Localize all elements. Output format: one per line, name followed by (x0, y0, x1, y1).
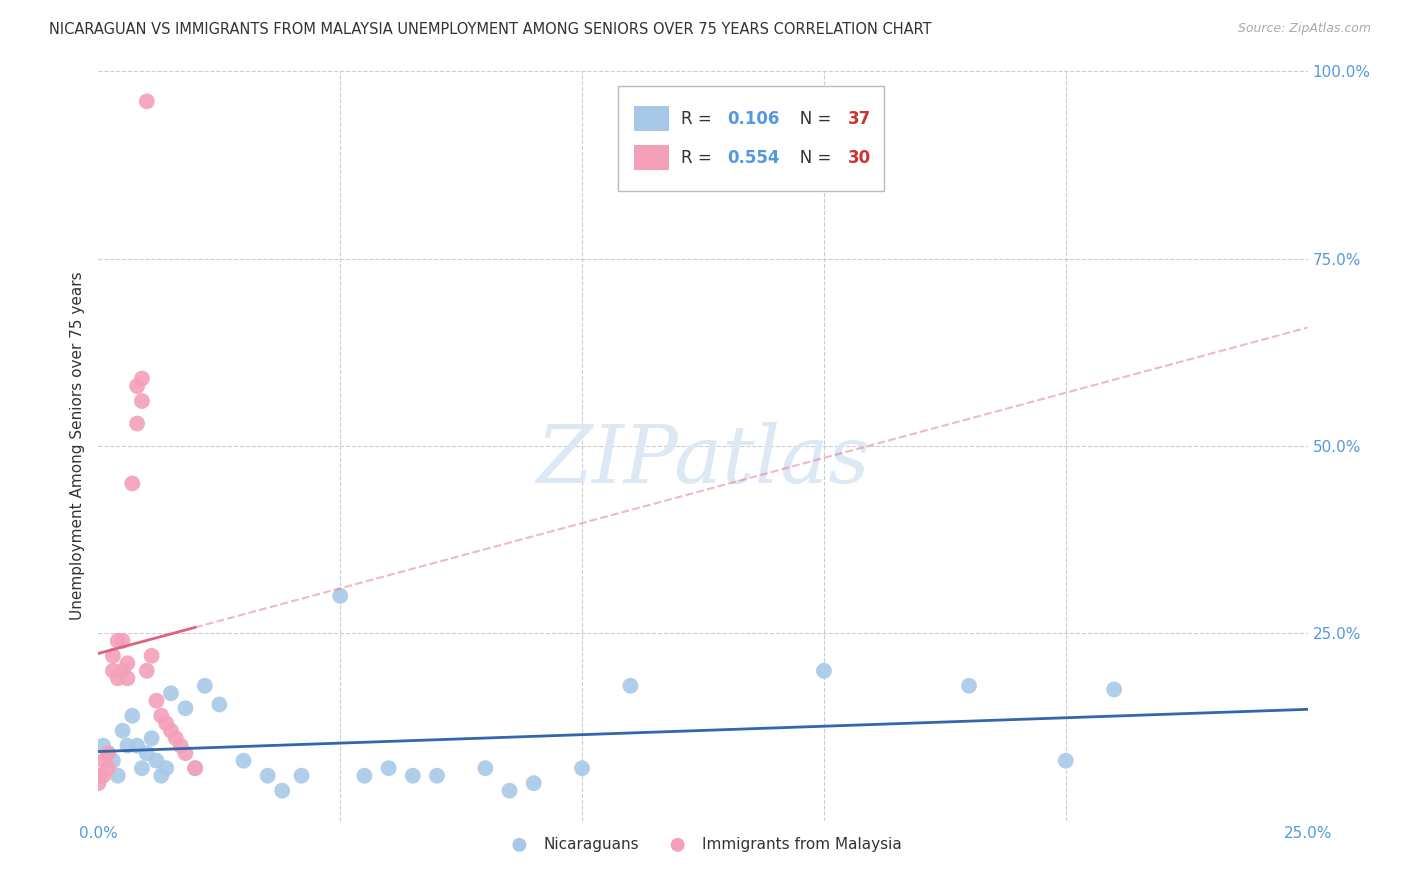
Point (474, 761, 496, 775)
Point (141, 648, 163, 663)
Point (127, 379, 149, 393)
Point (377, 761, 399, 775)
Point (117, 671, 139, 685)
Point (117, 657, 139, 671)
Point (107, 769, 129, 783)
Text: R =: R = (682, 149, 717, 167)
Point (87, 769, 110, 783)
Point (155, 761, 177, 775)
Legend: Nicaraguans, Immigrants from Malaysia: Nicaraguans, Immigrants from Malaysia (498, 830, 908, 858)
Point (813, 664, 835, 678)
Point (271, 783, 294, 797)
Text: 30: 30 (848, 149, 872, 167)
Point (127, 739, 149, 753)
Point (91, 769, 114, 783)
Point (353, 769, 375, 783)
Point (91, 754, 114, 768)
Point (232, 754, 254, 768)
Point (127, 417, 149, 431)
Point (135, 746, 157, 760)
Text: Source: ZipAtlas.com: Source: ZipAtlas.com (1237, 22, 1371, 36)
Point (145, 754, 167, 768)
Point (160, 723, 183, 738)
FancyBboxPatch shape (634, 106, 669, 131)
Point (1054, 754, 1077, 768)
Point (97, 761, 120, 775)
Point (97, 746, 120, 760)
Point (150, 769, 173, 783)
Point (131, 394, 153, 409)
Point (117, 739, 139, 753)
Point (174, 746, 197, 760)
Point (91, 739, 114, 753)
Point (184, 761, 207, 775)
Point (174, 701, 197, 715)
Text: NICARAGUAN VS IMMIGRANTS FROM MALAYSIA UNEMPLOYMENT AMONG SENIORS OVER 75 YEARS : NICARAGUAN VS IMMIGRANTS FROM MALAYSIA U… (49, 22, 932, 37)
Point (107, 671, 129, 685)
Point (498, 783, 520, 797)
Point (150, 708, 173, 723)
Point (135, 95, 157, 109)
Point (256, 769, 278, 783)
Point (111, 633, 134, 648)
Point (121, 476, 143, 491)
Text: 0.106: 0.106 (727, 110, 779, 128)
Point (121, 708, 143, 723)
Point (155, 716, 177, 731)
Point (87, 776, 110, 790)
Point (111, 723, 134, 738)
Point (165, 731, 187, 746)
Point (184, 761, 207, 775)
Point (426, 769, 449, 783)
Point (571, 761, 593, 775)
Point (135, 664, 157, 678)
Point (97, 746, 120, 760)
Text: 37: 37 (848, 110, 872, 128)
Text: N =: N = (785, 110, 837, 128)
Point (101, 648, 124, 663)
Y-axis label: Unemployment Among Seniors over 75 years: Unemployment Among Seniors over 75 years (69, 272, 84, 620)
Point (169, 739, 191, 753)
Point (402, 769, 425, 783)
Point (194, 679, 217, 693)
FancyBboxPatch shape (634, 145, 669, 170)
Point (290, 769, 312, 783)
Point (101, 754, 124, 768)
Point (131, 371, 153, 385)
Point (145, 694, 167, 708)
Text: N =: N = (785, 149, 837, 167)
Point (101, 664, 124, 678)
Point (160, 686, 183, 700)
Point (329, 589, 352, 603)
Text: 0.554: 0.554 (727, 149, 780, 167)
Text: ZIPatlas: ZIPatlas (536, 422, 870, 500)
Point (107, 633, 129, 648)
Point (619, 679, 641, 693)
Point (523, 776, 546, 790)
Text: R =: R = (682, 110, 717, 128)
Point (208, 698, 231, 712)
Point (131, 761, 153, 775)
Point (141, 731, 163, 746)
FancyBboxPatch shape (619, 87, 884, 191)
Point (1102, 682, 1125, 697)
Point (111, 664, 134, 678)
Point (957, 679, 980, 693)
